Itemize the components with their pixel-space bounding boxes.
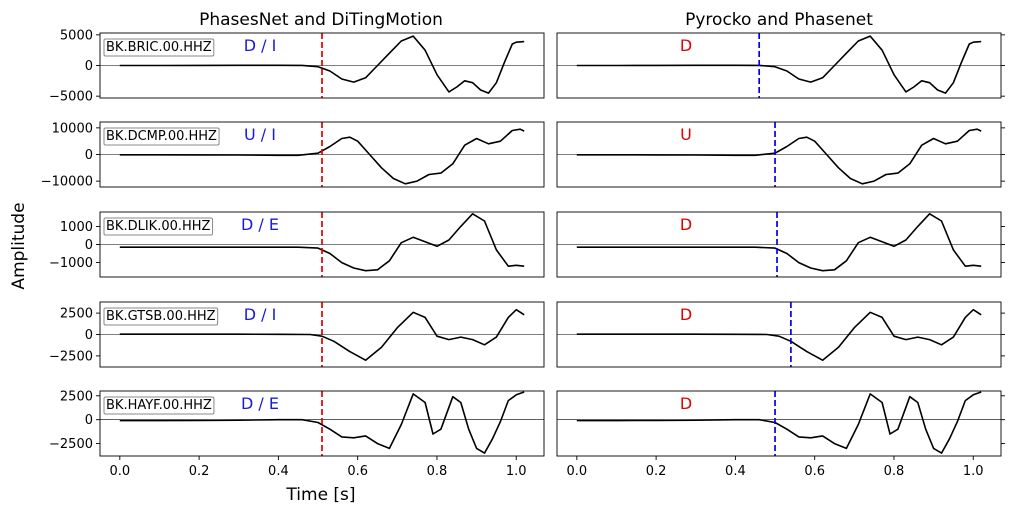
polarity-label: D / E xyxy=(241,394,279,413)
x-tick-label: 1.0 xyxy=(963,464,984,479)
y-tick-label: 0 xyxy=(85,328,93,343)
waveform-line xyxy=(119,308,525,362)
polarity-label: U xyxy=(680,125,692,144)
y-tick-label: 0 xyxy=(85,59,93,74)
y-tick-label: 10000 xyxy=(52,121,93,136)
y-tick-label: −2500 xyxy=(49,349,93,364)
x-tick-label: 0.2 xyxy=(646,464,667,479)
waveform-line xyxy=(576,35,982,94)
x-tick-label: 0.0 xyxy=(109,464,130,479)
subplot-4-left: 2500 0 −2500 BK.GTSB.00.HHZ D / I xyxy=(49,301,545,368)
polarity-label: D xyxy=(680,36,692,55)
subplot-1-left: 5000 0 −5000 BK.BRIC.00.HHZ D / I xyxy=(49,28,545,105)
subplot-2-left: 10000 0 −10000 BK.DCMP.00.HHZ U / I xyxy=(41,121,545,190)
y-tick-label: 0 xyxy=(85,148,93,163)
y-tick-label: −1000 xyxy=(49,256,93,271)
subplot-5-left: 2500 0 −2500 BK.HAYF.00.HHZ D / E 0.0 0.2 0.4 0.… xyxy=(49,389,545,479)
polarity-label: D / I xyxy=(244,36,277,55)
subplot-3-left: 1000 0 −1000 BK.DLIK.00.HHZ D / E xyxy=(49,211,545,278)
polarity-label: D / I xyxy=(244,305,277,324)
left-column-title: PhasesNet and DiTingMotion xyxy=(199,10,443,30)
x-tick-label: 0.8 xyxy=(884,464,905,479)
polarity-label: D xyxy=(680,215,692,234)
y-tick-label: 1000 xyxy=(60,220,93,235)
y-tick-label: 0 xyxy=(85,238,93,253)
axes-frame xyxy=(99,390,545,457)
y-tick-label: 2500 xyxy=(60,389,93,404)
station-label: BK.DLIK.00.HHZ xyxy=(106,219,211,234)
waveform-line xyxy=(576,391,982,454)
x-tick-label: 1.0 xyxy=(506,464,527,479)
subplot-2-right: U xyxy=(556,121,1005,188)
station-label-box xyxy=(103,127,220,146)
waveform-line xyxy=(119,213,525,272)
x-tick-label: 0.6 xyxy=(804,464,825,479)
polarity-label: U / I xyxy=(244,125,276,144)
station-label-box xyxy=(103,38,215,57)
polarity-label: D xyxy=(680,305,692,324)
waveform-line xyxy=(119,391,525,454)
waveform-line xyxy=(576,128,982,185)
station-label: BK.DCMP.00.HHZ xyxy=(106,129,217,144)
waveform-line xyxy=(119,35,525,94)
station-label-box xyxy=(103,217,214,236)
x-tick-label: 0.6 xyxy=(347,464,368,479)
station-label-box xyxy=(103,396,215,415)
station-label: BK.GTSB.00.HHZ xyxy=(106,309,216,324)
subplot-4-right: D xyxy=(556,301,1005,368)
y-tick-label: 2500 xyxy=(60,307,93,322)
y-tick-label: −5000 xyxy=(49,90,93,105)
x-tick-label: 0.2 xyxy=(189,464,210,479)
right-column-title: Pyrocko and Phasenet xyxy=(685,10,873,30)
y-tick-label: 0 xyxy=(85,413,93,428)
waveform-line xyxy=(119,128,525,185)
x-tick-label: 0.8 xyxy=(427,464,448,479)
x-tick-label: 0.4 xyxy=(725,464,746,479)
polarity-label: D / E xyxy=(241,215,279,234)
axes-frame xyxy=(556,390,1002,457)
x-tick-label: 0.0 xyxy=(566,464,587,479)
x-axis-label: Time [s] xyxy=(285,485,355,505)
subplot-3-right: D xyxy=(556,211,1005,278)
station-label: BK.HAYF.00.HHZ xyxy=(106,398,212,413)
y-tick-label: −10000 xyxy=(41,175,93,190)
station-label-box xyxy=(103,307,219,326)
x-tick-label: 0.4 xyxy=(268,464,289,479)
subplot-5-right: D 0.0 0.2 0.4 0.6 0.8 1.0 xyxy=(556,390,1005,479)
waveform-line xyxy=(576,213,982,272)
waveform-line xyxy=(576,308,982,362)
y-tick-label: 5000 xyxy=(60,28,93,43)
y-axis-label: Amplitude xyxy=(9,202,29,289)
polarity-label: D xyxy=(680,394,692,413)
subplot-1-right: D xyxy=(556,32,1005,99)
y-tick-label: −2500 xyxy=(49,437,93,452)
station-label: BK.BRIC.00.HHZ xyxy=(106,40,212,55)
